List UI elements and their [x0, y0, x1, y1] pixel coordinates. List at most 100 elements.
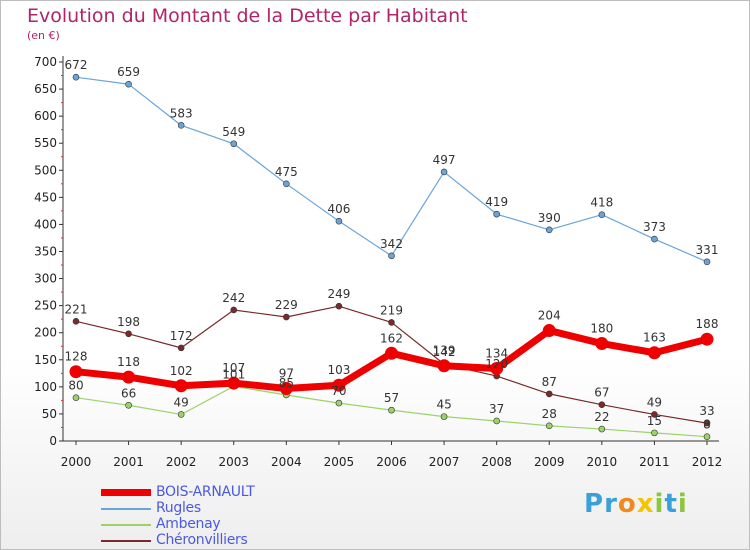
legend-label: Ambenay — [156, 516, 221, 532]
data-label-ch-ronvilliers: 67 — [594, 386, 609, 400]
x-tick-label: 2007 — [429, 455, 460, 469]
y-tick-label: 400 — [34, 217, 57, 231]
data-label-rugles: 475 — [275, 165, 298, 179]
data-point-ch-ronvilliers — [125, 330, 132, 338]
x-tick-label: 2003 — [218, 455, 249, 469]
y-tick-label: 700 — [34, 55, 57, 69]
data-point-ambenay — [493, 417, 500, 425]
logo-letter: x — [636, 489, 655, 519]
data-point-bois-arnault — [174, 379, 188, 393]
data-point-rugles — [388, 252, 395, 260]
y-tick-label: 600 — [34, 109, 57, 123]
x-tick-label: 2005 — [324, 455, 355, 469]
data-point-ambenay — [335, 399, 343, 407]
data-point-bois-arnault — [332, 378, 346, 392]
x-tick-label: 2012 — [692, 455, 723, 469]
chart-title: Evolution du Montant de la Dette par Hab… — [27, 5, 468, 27]
data-label-ambenay: 66 — [121, 386, 136, 400]
logo-letter: o — [617, 489, 637, 519]
data-label-ch-ronvilliers: 221 — [65, 302, 88, 316]
y-tick-label: 100 — [34, 380, 57, 394]
data-label-ch-ronvilliers: 229 — [275, 298, 298, 312]
y-tick-label: 550 — [34, 136, 57, 150]
data-point-ch-ronvilliers — [703, 419, 711, 427]
data-point-bois-arnault — [69, 365, 83, 379]
data-point-ambenay — [388, 406, 395, 414]
data-label-ch-ronvilliers: 87 — [542, 375, 557, 389]
data-point-ambenay — [72, 394, 80, 401]
y-tick-label: 350 — [34, 245, 57, 259]
data-label-bois-arnault: 103 — [327, 363, 350, 377]
data-label-bois-arnault: 180 — [590, 322, 613, 336]
y-tick-label: 150 — [34, 353, 57, 367]
data-point-ch-ronvilliers — [545, 390, 553, 398]
data-point-rugles — [177, 122, 185, 129]
logo-letter: P — [584, 489, 605, 519]
y-tick-label: 650 — [34, 82, 57, 96]
data-point-rugles — [335, 217, 343, 225]
data-label-rugles: 659 — [117, 65, 140, 79]
y-tick-label: 250 — [34, 299, 57, 313]
data-label-bois-arnault: 107 — [222, 361, 245, 375]
data-label-bois-arnault: 163 — [643, 331, 666, 345]
data-point-bois-arnault — [385, 346, 398, 360]
legend-swatch — [101, 508, 151, 510]
data-point-rugles — [440, 168, 448, 176]
data-point-ch-ronvilliers — [230, 306, 238, 314]
data-point-rugles — [493, 210, 500, 218]
data-label-bois-arnault: 188 — [696, 317, 719, 331]
y-tick-label: 0 — [49, 434, 57, 448]
data-label-rugles: 390 — [538, 211, 561, 225]
data-label-ch-ronvilliers: 142 — [433, 345, 456, 359]
y-tick-label: 200 — [34, 326, 57, 340]
data-label-ambenay: 101 — [222, 367, 245, 381]
data-label-ambenay: 45 — [436, 398, 451, 412]
data-label-ch-ronvilliers: 198 — [117, 315, 140, 329]
data-point-rugles — [230, 140, 238, 148]
data-label-rugles: 497 — [433, 153, 456, 167]
data-label-ambenay: 85 — [279, 376, 294, 390]
legend-label: Rugles — [156, 500, 201, 516]
data-label-bois-arnault: 102 — [170, 364, 193, 378]
data-point-rugles — [703, 258, 711, 266]
data-label-rugles: 418 — [590, 196, 613, 210]
data-point-ambenay — [703, 433, 711, 440]
data-label-ch-ronvilliers: 242 — [222, 291, 245, 305]
legend-label: Chéronvilliers — [156, 532, 248, 548]
x-tick-label: 2011 — [639, 455, 670, 469]
data-point-ambenay — [545, 422, 553, 430]
data-label-bois-arnault: 134 — [485, 346, 508, 360]
data-point-ch-ronvilliers — [388, 319, 395, 326]
data-point-ch-ronvilliers — [335, 302, 343, 310]
data-point-rugles — [72, 73, 80, 81]
data-label-ambenay: 70 — [331, 384, 346, 398]
data-label-ambenay: 28 — [542, 407, 557, 421]
legend-label: BOIS-ARNAULT — [156, 484, 255, 500]
data-label-rugles: 583 — [170, 106, 193, 120]
data-point-rugles — [598, 211, 606, 218]
data-label-rugles: 419 — [485, 195, 508, 209]
data-label-ch-ronvilliers: 49 — [647, 395, 662, 409]
data-point-ambenay — [125, 401, 132, 409]
logo-letter: r — [604, 489, 618, 519]
x-tick-label: 2004 — [271, 455, 302, 469]
data-label-bois-arnault: 118 — [117, 355, 140, 369]
x-tick-label: 2006 — [376, 455, 407, 469]
data-label-ambenay: 57 — [384, 391, 399, 405]
data-label-ambenay: 22 — [594, 410, 609, 424]
data-label-ambenay: 49 — [174, 395, 189, 409]
data-label-ch-ronvilliers: 120 — [485, 357, 508, 371]
x-tick-label: 2010 — [587, 455, 618, 469]
logo-letter: i — [654, 489, 665, 519]
data-label-rugles: 342 — [380, 237, 403, 251]
y-tick-label: 300 — [34, 272, 57, 286]
data-label-ambenay: 37 — [489, 402, 504, 416]
proxiti-logo: Proxiti — [584, 489, 688, 519]
data-point-ambenay — [177, 411, 185, 418]
data-point-rugles — [283, 180, 290, 188]
data-point-bois-arnault — [490, 361, 504, 375]
x-tick-label: 2000 — [61, 455, 92, 469]
logo-letter: t — [664, 489, 678, 519]
